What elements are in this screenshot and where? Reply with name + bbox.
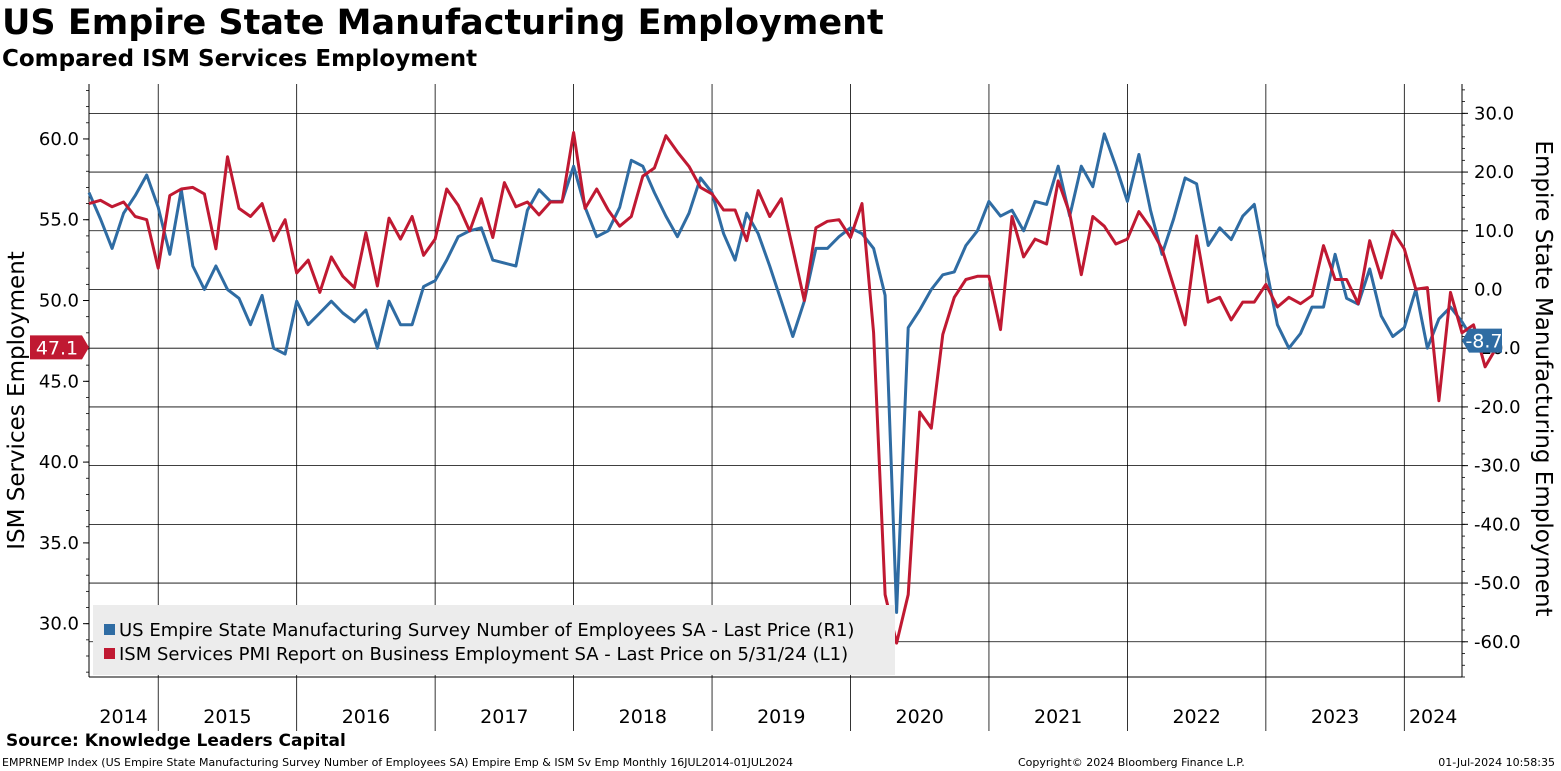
grid-lines: [88, 84, 1463, 731]
tick-label-right: -20.0: [1474, 397, 1521, 418]
year-label: 2016: [342, 706, 390, 728]
tick-label-left: 30.0: [39, 614, 79, 635]
axis-labels: 47.1 -8.7 ISM Services Employment Empire St…: [4, 140, 1556, 616]
tick-label-right: 10.0: [1474, 221, 1514, 242]
year-label: 2014: [99, 706, 147, 728]
last-value-left: 47.1: [36, 337, 78, 359]
tick-label-left: 50.0: [39, 291, 79, 312]
y-axis-title-right: Empire State Manufacturing Employment: [1530, 140, 1556, 616]
legend: US Empire State Manufacturing Survey Num…: [93, 605, 895, 675]
tick-label-right: 30.0: [1474, 103, 1514, 124]
tick-label-right: -60.0: [1474, 632, 1521, 653]
year-label: 2022: [1172, 706, 1220, 728]
tick-label-right: 0.0: [1474, 279, 1503, 300]
copyright-note: Copyright© 2024 Bloomberg Finance L.P.: [1018, 756, 1245, 769]
tick-label-right: -30.0: [1474, 456, 1521, 477]
source-note: Source: Knowledge Leaders Capital: [6, 731, 346, 751]
year-label: 2018: [619, 706, 667, 728]
chart-subtitle: Compared ISM Services Employment: [2, 46, 478, 72]
year-label: 2015: [203, 706, 251, 728]
tick-label-left: 60.0: [39, 129, 79, 150]
series-lines: [87, 131, 1498, 645]
tick-label-right: -40.0: [1474, 514, 1521, 535]
y-axis-title-left: ISM Services Employment: [4, 251, 30, 550]
year-label: 2019: [757, 706, 805, 728]
year-label: 2023: [1311, 706, 1359, 728]
series-line-empire: [87, 132, 1475, 614]
tick-label-left: 45.0: [39, 371, 79, 392]
legend-label: US Empire State Manufacturing Survey Num…: [119, 620, 854, 641]
series-line-ism: [88, 131, 1498, 645]
tick-label-left: 40.0: [39, 452, 79, 473]
tick-label-left: 35.0: [39, 533, 79, 554]
year-label: 2020: [896, 706, 944, 728]
legend-swatch: [104, 624, 115, 635]
tick-label-right: -50.0: [1474, 573, 1521, 594]
legend-label: ISM Services PMI Report on Business Empl…: [119, 644, 848, 665]
last-value-right: -8.7: [1465, 331, 1502, 353]
timestamp: 01-Jul-2024 10:58:35: [1438, 756, 1555, 769]
tick-label-left: 55.0: [39, 210, 79, 231]
last-value-tag-right: [1462, 328, 1502, 353]
legend-swatch: [104, 648, 115, 659]
index-info: EMPRNEMP Index (US Empire State Manufact…: [2, 756, 794, 769]
year-label: 2017: [480, 706, 528, 728]
legend-box: [93, 605, 895, 675]
last-value-tag-left: [30, 335, 89, 360]
axis-ticks: -60.0-50.0-40.0-30.0-20.0-10.00.010.020.…: [39, 89, 1521, 728]
tick-label-right: 20.0: [1474, 162, 1514, 183]
year-label: 2024: [1409, 706, 1457, 728]
chart-title: US Empire State Manufacturing Employment: [2, 3, 884, 43]
year-label: 2021: [1034, 706, 1082, 728]
